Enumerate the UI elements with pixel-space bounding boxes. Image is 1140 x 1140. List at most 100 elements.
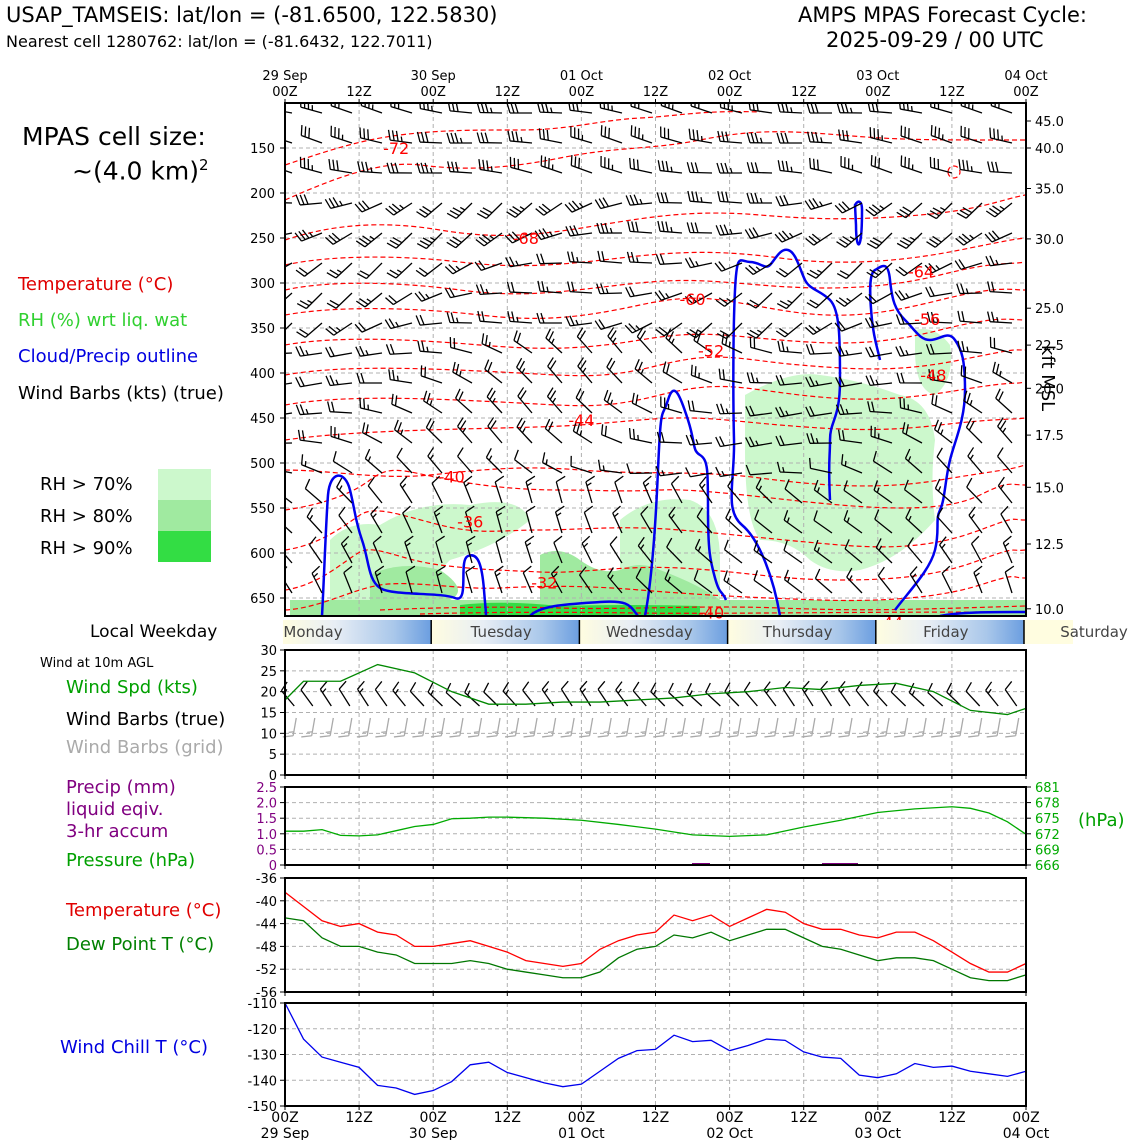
upper-wind-barb xyxy=(504,231,533,244)
upper-wind-barb xyxy=(516,357,533,384)
ytick-label: 25 xyxy=(260,665,277,680)
upper-wind-barb xyxy=(987,281,1013,294)
upper-wind-barb xyxy=(777,103,803,114)
upper-wind-barb xyxy=(907,537,923,564)
cs-ytick-label: 550 xyxy=(250,502,275,517)
grid-wind-barb xyxy=(375,717,390,738)
grid-wind-barb xyxy=(430,717,446,738)
upper-wind-barb xyxy=(834,321,863,332)
wind-speed-series xyxy=(284,663,1027,716)
upper-wind-barb xyxy=(355,232,383,248)
legend-rh: RH (%) wrt liq. wat xyxy=(18,310,188,331)
upper-wind-barb xyxy=(834,201,863,214)
grid-wind-barb xyxy=(875,717,890,738)
bottom-date-label: 04 Oct xyxy=(1003,1126,1050,1140)
upper-wind-barb xyxy=(356,262,383,280)
cs-ytick-right-label: 40.0 xyxy=(1035,142,1064,157)
upper-wind-barb xyxy=(746,292,773,309)
upper-wind-barb xyxy=(896,232,923,249)
upper-wind-barb xyxy=(396,447,413,474)
upper-wind-barb xyxy=(749,336,773,354)
upper-wind-barb xyxy=(895,313,923,325)
bottom-hour-label: 00Z xyxy=(568,1110,595,1126)
true-wind-barb xyxy=(522,681,536,707)
temp-series xyxy=(284,891,1027,982)
upper-wind-barb xyxy=(835,345,863,357)
upper-wind-barb xyxy=(359,397,383,414)
top-hour-label: 00Z xyxy=(865,85,891,100)
upper-wind-barb xyxy=(835,404,863,416)
upper-wind-barb xyxy=(744,227,773,240)
upper-wind-barb xyxy=(297,429,323,444)
upper-wind-barb xyxy=(926,232,953,248)
upper-wind-barb xyxy=(476,103,503,114)
upper-wind-barb xyxy=(924,262,953,274)
upper-wind-barb xyxy=(625,286,653,298)
upper-wind-barb xyxy=(997,476,1013,504)
upper-wind-barb xyxy=(343,565,353,594)
upper-wind-barb xyxy=(717,191,743,204)
upper-wind-barb xyxy=(806,131,833,144)
upper-wind-barb xyxy=(970,535,983,564)
upper-wind-barb xyxy=(594,197,623,210)
temp-contour-label: -36 xyxy=(457,513,483,532)
upper-wind-barb xyxy=(775,195,803,207)
upper-wind-barb xyxy=(721,333,743,354)
upper-wind-barb xyxy=(930,103,953,114)
upper-wind-barb xyxy=(775,406,803,418)
cs-ytick-label: 600 xyxy=(250,547,275,562)
upper-wind-barb xyxy=(963,390,983,414)
upper-wind-barb xyxy=(934,478,953,504)
ytick-label: 0 xyxy=(269,859,277,874)
temp-contour-label: -40 xyxy=(698,603,724,622)
station-title: USAP_TAMSEIS: lat/lon = (-81.6500, 122.5… xyxy=(6,3,498,27)
pressure-line xyxy=(285,806,1027,838)
upper-wind-barb xyxy=(715,466,743,478)
grid-wind-barb xyxy=(449,717,464,738)
top-hour-label: 00Z xyxy=(420,85,446,100)
upper-wind-barb xyxy=(657,220,683,234)
top-date-label: 02 Oct xyxy=(708,69,751,84)
weekday-bar: Monday Tuesday Wednesday Thursday Friday Satu… xyxy=(283,620,1128,644)
upper-wind-barb xyxy=(806,262,833,279)
upper-wind-barb xyxy=(567,281,593,294)
grid-wind-barb xyxy=(523,717,538,738)
ytick-label: 1.0 xyxy=(256,828,277,843)
upper-wind-barb xyxy=(431,475,443,504)
upper-wind-barb xyxy=(894,290,923,301)
ytick-label: 5 xyxy=(269,748,277,763)
dew-panel-label: Dew Point T (°C) xyxy=(66,934,215,955)
upper-wind-barb xyxy=(989,336,1013,354)
bottom-hour-label: 12Z xyxy=(642,1110,669,1126)
upper-wind-barb xyxy=(836,232,863,248)
upper-wind-barb xyxy=(597,250,623,264)
upper-wind-barb xyxy=(805,405,833,417)
upper-wind-barb xyxy=(477,310,503,324)
legend-rh70-swatch xyxy=(158,469,211,500)
true-wind-barb xyxy=(615,681,629,707)
grid-wind-barb xyxy=(356,717,372,738)
wind-barbs-grid-label: Wind Barbs (grid) xyxy=(66,737,224,758)
upper-wind-barb xyxy=(600,155,623,174)
temp-contour-label: -56 xyxy=(914,310,940,329)
upper-wind-barb xyxy=(538,128,563,144)
upper-wind-barb xyxy=(955,232,983,246)
upper-wind-barb xyxy=(455,388,473,414)
upper-wind-barb xyxy=(390,103,413,114)
upper-wind-barb xyxy=(475,284,503,296)
upper-wind-barb xyxy=(464,505,475,534)
upper-wind-barb xyxy=(965,417,983,444)
upper-wind-barb xyxy=(625,194,653,206)
upper-wind-barb xyxy=(465,535,476,564)
upper-wind-barb xyxy=(555,475,566,504)
true-wind-barb xyxy=(873,681,888,707)
temp-contour-70 xyxy=(285,131,1026,201)
upper-wind-barb xyxy=(513,449,533,474)
upper-wind-barb xyxy=(399,476,413,504)
upper-wind-barb xyxy=(755,478,773,504)
upper-wind-barb xyxy=(968,506,983,534)
ytick-label: -48 xyxy=(256,940,277,955)
upper-wind-barb xyxy=(717,130,743,144)
upper-wind-barb xyxy=(311,565,323,594)
upper-wind-barb xyxy=(465,565,475,594)
